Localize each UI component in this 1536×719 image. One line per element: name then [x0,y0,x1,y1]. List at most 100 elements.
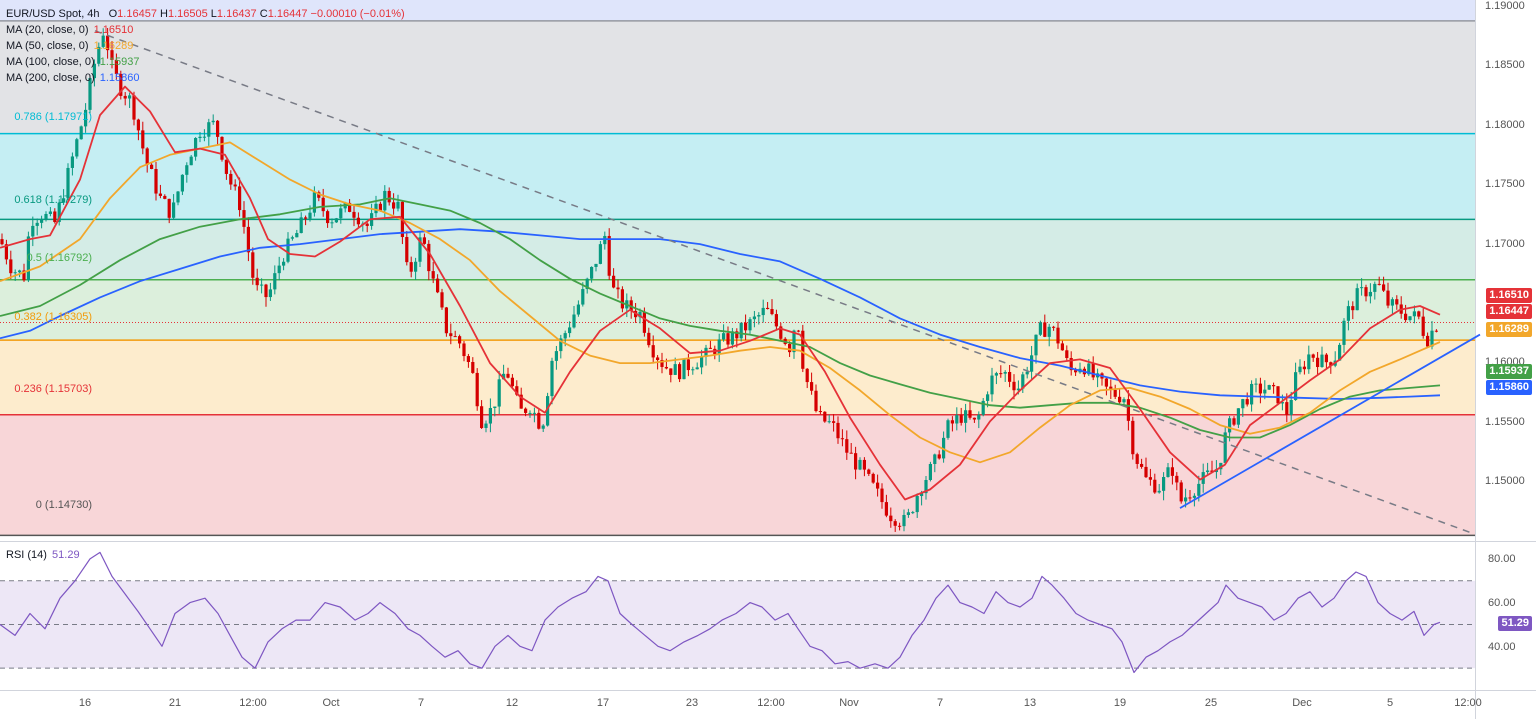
candle [427,240,431,281]
candle-body [1043,322,1047,337]
fibonacci-retracement [0,0,1475,537]
candle [1360,278,1364,296]
candle [770,299,774,316]
candle [1412,305,1416,324]
candle-body [326,211,330,224]
candle [1404,304,1408,323]
candle [836,416,840,444]
candle-body [431,271,435,279]
candle-body [62,198,66,203]
candle-body [1104,378,1108,387]
candle-body [480,406,484,428]
candle [766,302,770,310]
candle [994,371,998,385]
ma50-legend[interactable]: MA (50, close, 0) 1.16289 [6,38,133,54]
candle-body [185,165,189,175]
candle [1276,386,1280,406]
downtrend-line [94,30,1476,535]
candle-body [471,361,475,373]
candle [810,372,814,395]
candle-body [66,167,70,199]
fib-zone [0,20,1475,134]
candle [185,162,189,183]
candle [1012,374,1016,400]
candle [106,28,110,59]
candle-body [968,410,972,418]
ma20-line [0,85,1441,501]
open-value: 1.16457 [117,8,157,20]
candle-body [810,382,814,391]
candle-body [40,219,44,223]
ma20-legend[interactable]: MA (20, close, 0) 1.16510 [6,22,133,38]
fib-zone [0,219,1475,280]
x-tick: 21 [168,697,182,709]
candle [484,420,488,433]
ma100-legend[interactable]: MA (100, close, 0) 1.15937 [6,54,139,70]
candle-body [924,479,928,494]
candle-body [673,364,677,375]
candle-body [158,193,162,196]
candle-body [18,270,22,273]
rsi-price-label: 51.29 [1498,616,1532,631]
trendlines [94,30,1481,535]
candle-body [1421,316,1425,336]
candle [383,185,387,220]
candle-body [282,261,286,266]
candle [321,188,325,217]
candle [40,215,44,229]
candle-body [836,422,840,439]
candle-body [1162,477,1166,491]
candle-body [708,347,712,349]
candle-body [1430,330,1434,347]
ma200-value: 1.15860 [99,72,140,84]
close-label: C [259,8,268,20]
candle [1232,416,1236,427]
candle [651,335,655,364]
candle-body [255,277,259,286]
candle [295,229,299,238]
x-tick: Nov [839,697,859,709]
x-tick: Oct [322,697,340,709]
y-tick: 1.15500 [1485,416,1525,428]
candle-body [1206,470,1210,473]
candle-body [920,493,924,497]
candle-body [1113,389,1117,397]
candle-body [893,521,897,526]
candle-body [475,372,479,407]
candle [1294,362,1298,401]
candle [911,510,915,515]
candle-body [700,356,704,368]
candle-body [458,336,462,344]
symbol-title[interactable]: EUR/USD Spot, 4h [6,8,100,20]
candle [854,446,858,480]
candle [1426,332,1430,348]
candle-body [1280,402,1284,404]
rsi-legend[interactable]: RSI (14) 51.29 [6,547,80,563]
candle [928,461,932,482]
candle [739,322,743,342]
candle [462,341,466,362]
candle [1267,384,1271,390]
candle [317,190,321,202]
y-tick: 1.15000 [1485,475,1525,487]
candle-body [1338,344,1342,361]
fib-zone [0,340,1475,415]
candle [286,232,290,264]
candle [436,274,440,294]
low-value: 1.16437 [216,8,257,20]
candle [1377,276,1381,286]
candle [1421,308,1425,339]
candle-body [1197,483,1201,496]
candle [603,231,607,250]
candle-body [334,218,338,223]
candle [1241,398,1245,418]
candle-body [779,326,783,339]
candle-body [546,396,550,426]
close-value: 1.16447 [267,8,308,20]
ma200-legend[interactable]: MA (200, close, 0) 1.15860 [6,70,139,86]
candle [537,409,541,430]
candle [136,118,140,141]
candle-body [598,244,602,264]
candle [717,333,721,362]
